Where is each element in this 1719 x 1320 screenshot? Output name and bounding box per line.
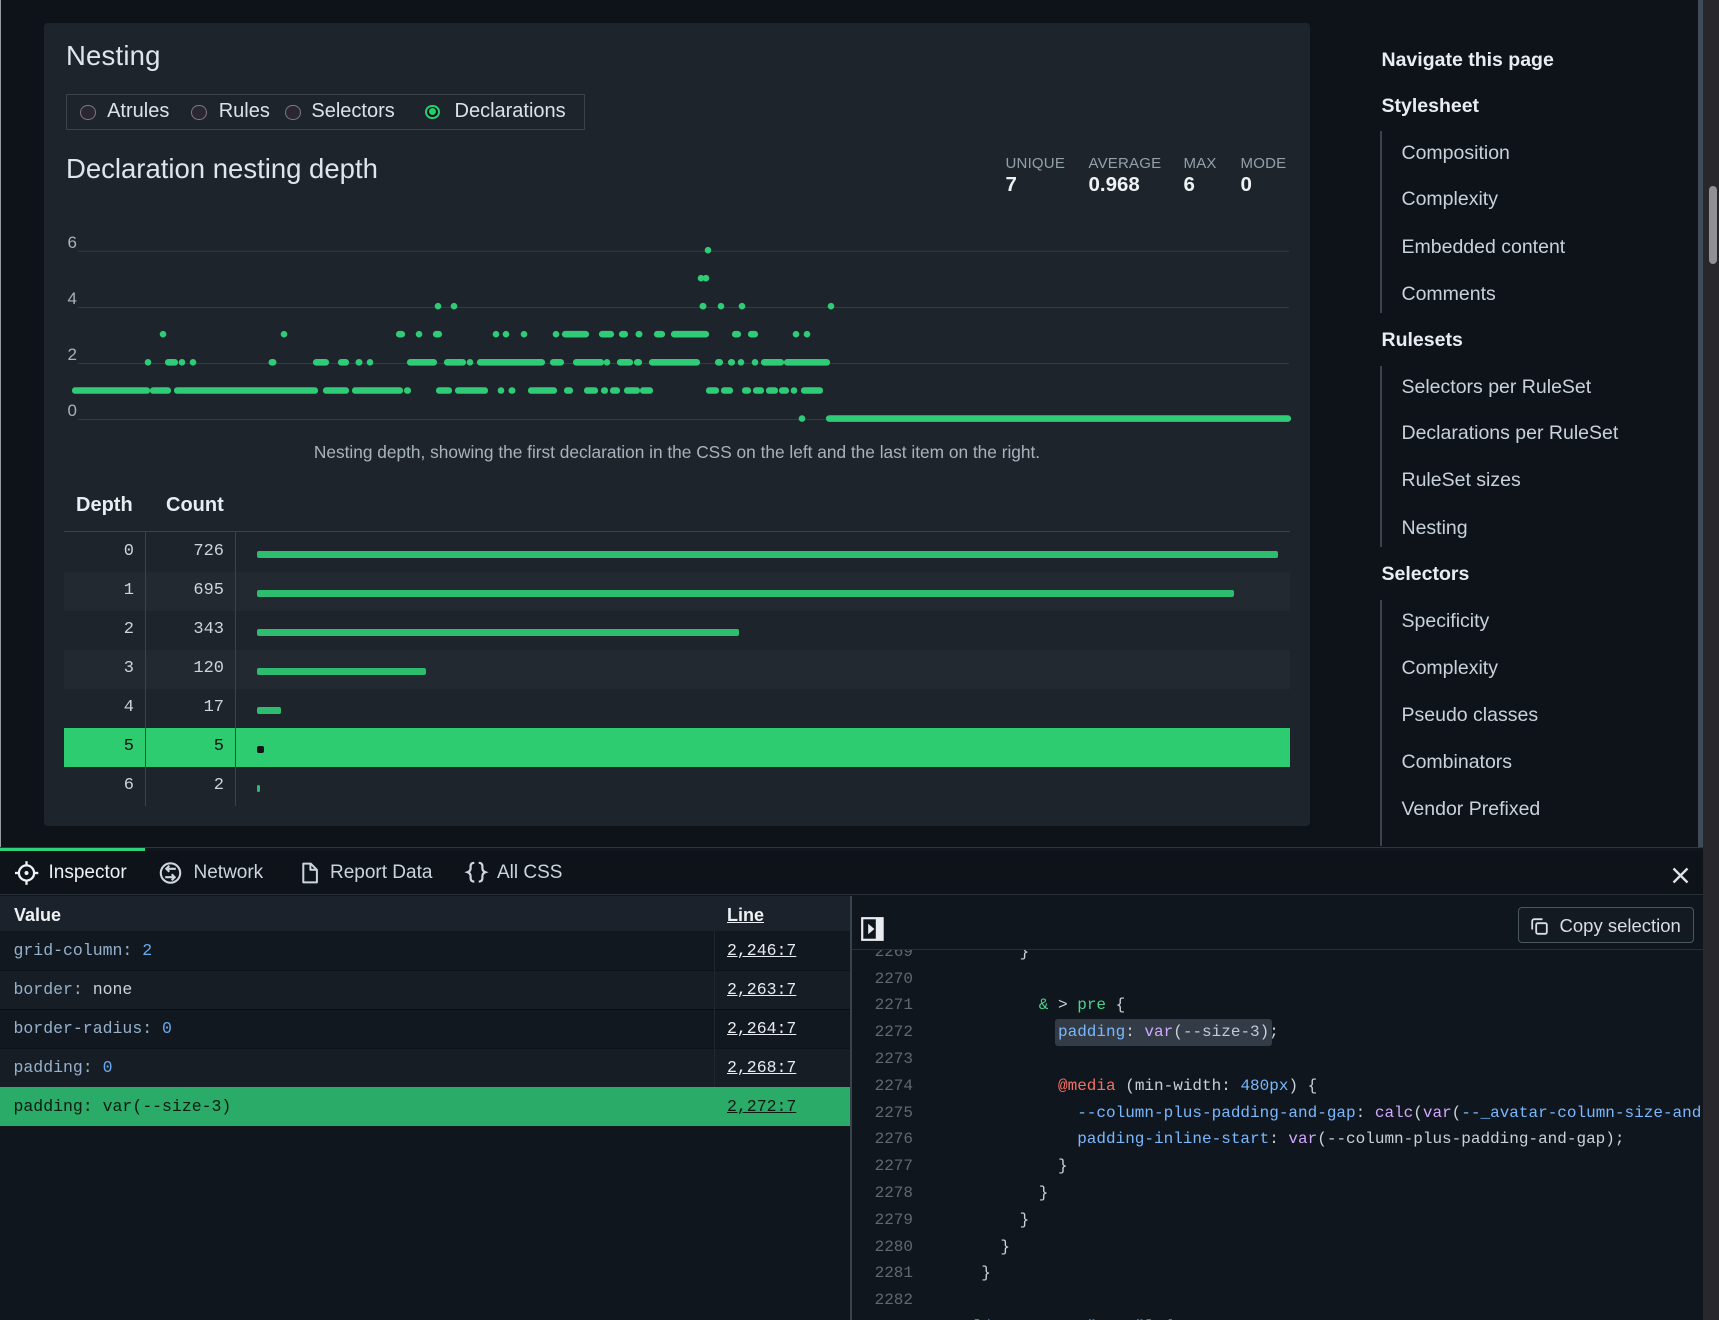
svg-text:4: 4 bbox=[68, 289, 77, 308]
svg-text:6: 6 bbox=[68, 233, 77, 252]
svg-text:2: 2 bbox=[68, 345, 77, 364]
svg-text:0: 0 bbox=[68, 401, 77, 420]
